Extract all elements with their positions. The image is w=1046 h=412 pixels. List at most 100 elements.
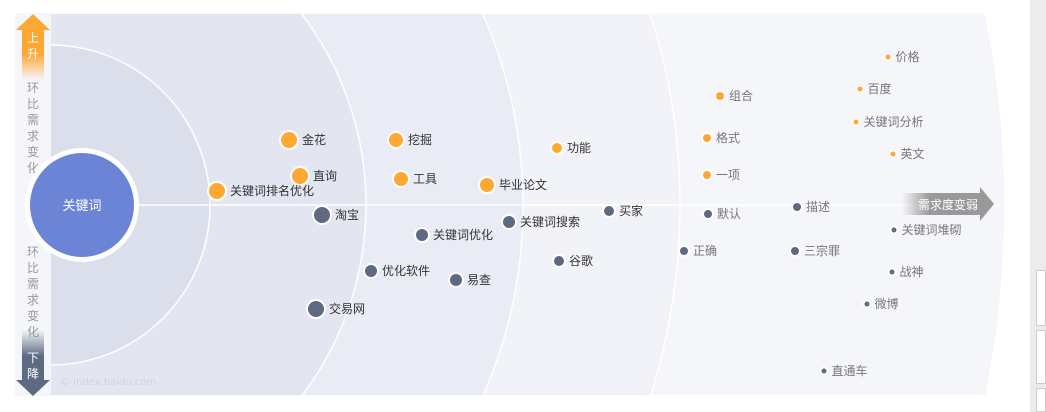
point-label[interactable]: 毕业论文 — [499, 177, 547, 192]
strength-label: 需求度变弱 — [918, 197, 978, 212]
point-marker[interactable] — [704, 210, 712, 218]
keyword-point[interactable]: 描述 — [791, 200, 830, 214]
point-label[interactable]: 直通车 — [832, 363, 868, 378]
keyword-point[interactable]: 关键词搜索 — [501, 214, 580, 230]
keyword-point[interactable]: 优化软件 — [363, 263, 430, 279]
point-label[interactable]: 金花 — [302, 132, 326, 147]
point-marker[interactable] — [389, 133, 403, 147]
keyword-point[interactable]: 正确 — [678, 244, 717, 258]
point-label[interactable]: 关键词优化 — [433, 228, 493, 242]
point-marker[interactable] — [365, 265, 377, 277]
point-marker[interactable] — [308, 301, 324, 317]
keyword-point[interactable]: 格式 — [701, 130, 740, 145]
point-marker[interactable] — [703, 171, 711, 179]
point-marker[interactable] — [864, 301, 870, 307]
sidebar-button-share[interactable] — [1036, 270, 1046, 326]
point-marker[interactable] — [292, 168, 308, 184]
keyword-point[interactable]: 三宗罪 — [789, 243, 840, 258]
point-marker[interactable] — [604, 206, 614, 216]
keyword-point[interactable]: 百度 — [855, 81, 892, 96]
keyword-point[interactable]: 关键词排名优化 — [207, 181, 314, 201]
point-marker[interactable] — [450, 274, 462, 286]
sidebar-button-favorite[interactable] — [1036, 330, 1046, 384]
keyword-point[interactable]: 谷歌 — [552, 253, 593, 268]
keyword-point[interactable]: 战神 — [887, 265, 924, 279]
keyword-point[interactable]: 关键词分析 — [851, 115, 924, 129]
point-label[interactable]: 挖掘 — [408, 132, 432, 147]
keyword-point[interactable]: 挖掘 — [387, 131, 432, 149]
point-marker[interactable] — [885, 54, 891, 60]
point-marker[interactable] — [889, 269, 895, 275]
keyword-point[interactable]: 易查 — [448, 272, 491, 288]
point-marker[interactable] — [209, 183, 225, 199]
point-label[interactable]: 关键词堆砌 — [902, 223, 962, 237]
point-marker[interactable] — [680, 247, 688, 255]
point-label[interactable]: 易查 — [467, 273, 491, 287]
point-label[interactable]: 百度 — [868, 81, 892, 96]
keyword-point[interactable]: 直询 — [290, 166, 337, 186]
keyword-point[interactable]: 组合 — [714, 88, 753, 103]
point-label[interactable]: 组合 — [729, 88, 753, 103]
point-label[interactable]: 格式 — [716, 130, 740, 145]
point-label[interactable]: 默认 — [717, 206, 741, 221]
keyword-point[interactable]: 一项 — [701, 168, 740, 182]
point-marker[interactable] — [480, 178, 494, 192]
point-marker[interactable] — [791, 247, 799, 255]
point-label[interactable]: 买家 — [619, 203, 643, 218]
point-marker[interactable] — [554, 256, 564, 266]
point-marker[interactable] — [857, 86, 863, 92]
point-label[interactable]: 关键词分析 — [864, 115, 924, 129]
point-label[interactable]: 英文 — [901, 146, 925, 161]
point-marker[interactable] — [891, 227, 897, 233]
svg-text:比: 比 — [27, 97, 39, 111]
point-label[interactable]: 关键词搜索 — [520, 214, 580, 229]
point-label[interactable]: 优化软件 — [382, 264, 430, 278]
keyword-point[interactable]: 交易网 — [306, 299, 365, 319]
keyword-point[interactable]: 微博 — [862, 296, 899, 311]
point-label[interactable]: 三宗罪 — [804, 243, 840, 258]
keyword-point[interactable]: 买家 — [602, 203, 643, 218]
point-marker[interactable] — [394, 172, 408, 186]
point-marker[interactable] — [281, 132, 297, 148]
up-label: 上升 — [27, 31, 39, 61]
point-marker[interactable] — [853, 119, 859, 125]
point-label[interactable]: 一项 — [716, 168, 740, 182]
point-label[interactable]: 直询 — [313, 169, 337, 183]
point-label[interactable]: 谷歌 — [569, 253, 593, 268]
keyword-point[interactable]: 关键词堆砌 — [889, 223, 962, 237]
keyword-point[interactable]: 功能 — [550, 141, 591, 155]
point-label[interactable]: 正确 — [693, 244, 717, 258]
point-marker[interactable] — [793, 203, 801, 211]
sidebar-button-more[interactable] — [1036, 388, 1046, 412]
keyword-point[interactable]: 英文 — [888, 146, 925, 161]
point-marker[interactable] — [716, 92, 724, 100]
keyword-point[interactable]: 淘宝 — [312, 205, 359, 225]
point-marker[interactable] — [890, 151, 896, 157]
point-label[interactable]: 价格 — [896, 49, 920, 64]
point-marker[interactable] — [821, 368, 827, 374]
point-marker[interactable] — [314, 207, 330, 223]
keyword-point[interactable]: 工具 — [392, 170, 437, 188]
point-label[interactable]: 工具 — [413, 172, 437, 186]
center-node[interactable] — [30, 153, 134, 257]
strength-arrow-icon — [902, 187, 994, 221]
keyword-point[interactable]: 价格 — [883, 49, 920, 64]
point-label[interactable]: 功能 — [567, 141, 591, 155]
keyword-point[interactable]: 默认 — [702, 206, 741, 221]
point-marker[interactable] — [552, 143, 562, 153]
keyword-point[interactable]: 金花 — [279, 130, 326, 150]
point-label[interactable]: 交易网 — [329, 301, 365, 316]
svg-text:升: 升 — [27, 47, 39, 61]
point-label[interactable]: 淘宝 — [335, 208, 359, 222]
point-marker[interactable] — [416, 229, 428, 241]
point-label[interactable]: 描述 — [806, 200, 830, 214]
keyword-point[interactable]: 关键词优化 — [414, 227, 493, 243]
point-marker[interactable] — [503, 216, 515, 228]
keyword-point[interactable]: 毕业论文 — [478, 176, 547, 194]
point-label[interactable]: 微博 — [875, 296, 899, 311]
point-marker[interactable] — [703, 134, 711, 142]
point-label[interactable]: 战神 — [900, 265, 924, 279]
point-label[interactable]: 关键词排名优化 — [230, 183, 314, 198]
up-arrow-icon — [16, 14, 50, 80]
keyword-point[interactable]: 直通车 — [819, 363, 868, 378]
